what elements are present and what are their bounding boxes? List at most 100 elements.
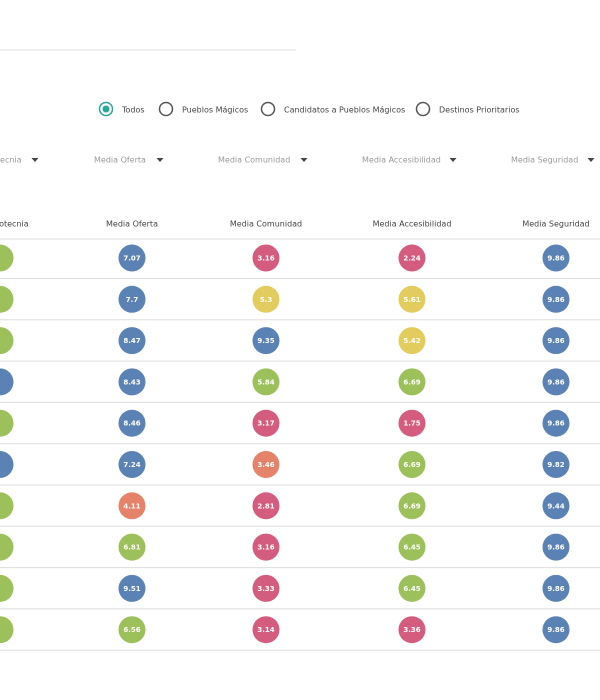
score-badge [118, 327, 146, 355]
dropdown-label[interactable]: otecnia [0, 156, 22, 165]
score-badge [542, 368, 570, 396]
score-badge [0, 492, 14, 520]
score-badge [542, 574, 570, 602]
score-badge [542, 492, 570, 520]
score-badge [398, 492, 426, 520]
score-badge [542, 451, 570, 478]
radio-dot [102, 105, 110, 113]
dropdown-arrow[interactable] [156, 158, 164, 162]
score-value: 5.3 [260, 296, 273, 304]
score-badge [398, 451, 426, 478]
score-badge [398, 368, 426, 396]
score-value: 7.24 [123, 461, 140, 469]
score-value: 6.69 [403, 461, 420, 469]
score-value: 3.16 [257, 544, 274, 552]
score-value: 7.7 [126, 296, 139, 304]
dropdown-label[interactable]: Media Comunidad [218, 156, 290, 165]
radio-label[interactable]: Destinos Prioritarios [439, 106, 520, 115]
radio-button[interactable] [158, 101, 174, 117]
score-value: 9.86 [547, 626, 564, 634]
score-value: 1.75 [403, 420, 420, 428]
score-value: 2.81 [257, 502, 274, 510]
score-value: 5.61 [403, 296, 420, 304]
score-value: 3.46 [257, 461, 274, 469]
score-badge [252, 244, 280, 272]
score-value: 3.14 [257, 626, 274, 634]
score-badge [118, 285, 146, 313]
column-header: Media Comunidad [230, 220, 302, 229]
score-badge [542, 327, 570, 355]
score-badge [252, 574, 280, 602]
dropdown-arrow[interactable] [449, 158, 457, 162]
score-value: 9.86 [547, 296, 564, 304]
score-value: 4.11 [123, 502, 140, 510]
score-badge [252, 368, 280, 396]
score-badge [542, 244, 570, 272]
score-value: 2.24 [403, 255, 420, 263]
score-badge [0, 244, 14, 272]
score-badge [398, 533, 426, 561]
score-value: 6.45 [403, 585, 420, 593]
score-value: 8.47 [123, 337, 140, 345]
score-value: 6.56 [123, 626, 140, 634]
score-badge [0, 409, 14, 437]
radio-button[interactable] [415, 101, 431, 117]
score-badge [542, 409, 570, 437]
score-value: 6.45 [403, 544, 420, 552]
score-value: 9.82 [547, 461, 564, 469]
score-badge [398, 285, 426, 313]
score-badge [542, 533, 570, 561]
score-badge [252, 533, 280, 561]
score-value: 3.17 [257, 420, 274, 428]
score-value: 8.46 [123, 420, 140, 428]
score-badge [0, 368, 14, 396]
radio-label[interactable]: Candidatos a Pueblos Mágicos [284, 106, 405, 115]
score-value: 6.81 [123, 544, 140, 552]
score-badge [252, 327, 280, 355]
score-badge [118, 244, 146, 272]
score-value: 5.84 [257, 378, 274, 386]
score-value: 9.86 [547, 255, 564, 263]
score-badge [118, 574, 146, 602]
score-badge [118, 409, 146, 437]
radio-label[interactable]: Pueblos Mágicos [182, 106, 248, 115]
score-badge [252, 285, 280, 313]
score-value: 6.69 [403, 502, 420, 510]
score-value: 9.86 [547, 378, 564, 386]
score-badge [0, 451, 14, 478]
score-badge [118, 492, 146, 520]
dropdown-label[interactable]: Media Seguridad [511, 156, 578, 165]
radio-label[interactable]: Todos [121, 106, 145, 115]
score-value: 8.43 [123, 378, 140, 386]
score-badge [542, 285, 570, 313]
score-badge [118, 451, 146, 478]
score-value: 9.86 [547, 420, 564, 428]
score-badge [542, 616, 570, 644]
score-badge [0, 533, 14, 561]
score-badge [118, 616, 146, 644]
radio-button[interactable] [260, 101, 276, 117]
score-value: 6.69 [403, 378, 420, 386]
score-badge [0, 616, 14, 644]
score-badge [398, 574, 426, 602]
score-badge [0, 574, 14, 602]
score-value: 7.07 [123, 255, 140, 263]
column-header: Media Seguridad [522, 220, 589, 229]
score-badge [252, 409, 280, 437]
score-badge [118, 368, 146, 396]
score-badge [118, 533, 146, 561]
dropdown-arrow[interactable] [31, 158, 39, 162]
column-header: Media Accesibilidad [373, 220, 452, 229]
score-badge [0, 285, 14, 313]
dropdown-label[interactable]: Media Oferta [94, 156, 146, 165]
score-badge [0, 327, 14, 355]
score-value: 3.33 [257, 585, 274, 593]
score-value: 9.44 [547, 502, 564, 510]
score-value: 3.16 [257, 255, 274, 263]
score-value: 9.35 [257, 337, 274, 345]
dropdown-arrow[interactable] [587, 158, 595, 162]
dropdown-label[interactable]: Media Accesibilidad [362, 156, 441, 165]
dropdown-arrow[interactable] [300, 158, 308, 162]
